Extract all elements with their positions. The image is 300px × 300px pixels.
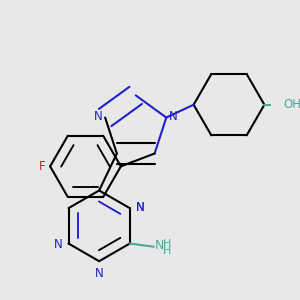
Text: N: N xyxy=(136,201,144,214)
Text: N: N xyxy=(54,238,63,251)
Text: H: H xyxy=(163,246,171,256)
Text: OH: OH xyxy=(283,98,300,111)
Text: N: N xyxy=(154,239,164,252)
Text: N: N xyxy=(169,110,178,123)
Text: N: N xyxy=(136,201,144,214)
Text: F: F xyxy=(39,160,45,173)
Text: H: H xyxy=(163,238,171,248)
Text: N: N xyxy=(94,110,103,123)
Text: N: N xyxy=(95,267,103,280)
